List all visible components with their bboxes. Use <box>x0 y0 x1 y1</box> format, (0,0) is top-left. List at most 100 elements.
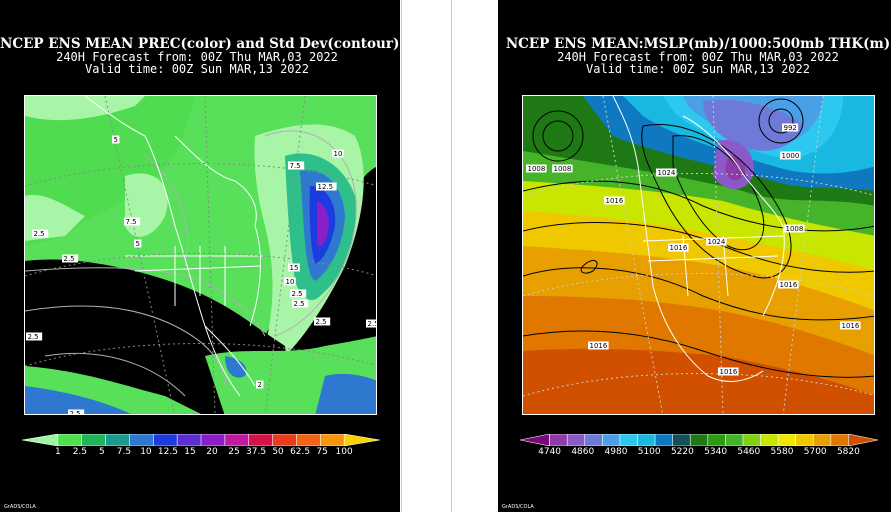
precip-colorbar-tick-label: 50 <box>272 447 284 457</box>
precip-contour-label-bg <box>292 299 309 308</box>
precip-colorbar-tick-label: 25 <box>228 447 240 457</box>
precip-colorbar-tick-label: 15 <box>184 447 196 457</box>
precip-colorbar-tick-label: 20 <box>206 447 218 457</box>
mslp-title: NCEP ENS MEAN:MSLP(mb)/1000:500mb THK(m) <box>505 36 891 52</box>
mslp-contour-label-bg <box>718 367 739 376</box>
thickness-colorbar-swatch <box>795 434 815 446</box>
precip-contour-label-bg <box>332 149 344 158</box>
thickness-colorbar-tick-label: 5100 <box>637 447 661 457</box>
mslp-contour-label-bg <box>784 224 805 233</box>
thickness-colorbar-swatch <box>689 434 709 446</box>
thickness-colorbar-tick-label: 5820 <box>836 447 860 457</box>
precip-contour-label: 2 <box>258 381 262 389</box>
thickness-colorbar-swatch <box>584 434 604 446</box>
precip-map: 10 12.5 7.5 15 10 2.5 2.5 5 7.5 2.5 5 2.5 2.5 2.5 2.5 2… <box>24 95 377 415</box>
precip-colorbar-swatch <box>152 434 178 446</box>
precip-colorbar-swatch <box>57 434 83 446</box>
precip-contour-label: 2.5 <box>70 410 81 415</box>
precip-contour-label: 2.5 <box>294 300 305 308</box>
precip-contour-label-bg <box>112 135 120 144</box>
precip-colorbar-swatch <box>22 434 59 446</box>
precip-contour-label: 2.5 <box>316 318 327 326</box>
precip-colorbar-swatch <box>200 434 226 446</box>
precip-contour-label-bg <box>314 317 331 326</box>
thickness-colorbar-swatch <box>549 434 568 446</box>
mslp-contour-label: 992 <box>784 124 797 132</box>
mslp-contour-label: 1024 <box>658 169 676 177</box>
precip-contour-label-bg <box>284 277 296 286</box>
thickness-colorbar-tick-label: 4740 <box>538 447 562 457</box>
precip-colorbar-tick-label: 75 <box>316 447 328 457</box>
mslp-contour-label: 1016 <box>842 322 860 330</box>
thickness-colorbar-swatch <box>566 434 586 446</box>
precip-contour-label: 2.5 <box>28 333 39 341</box>
mslp-valid-line: Valid time: 00Z Sun MAR,13 2022 <box>586 61 810 76</box>
thickness-colorbar-swatch <box>725 434 744 446</box>
precip-contour-label-bg <box>32 229 49 238</box>
thickness-colorbar-tick-label: 5580 <box>770 447 794 457</box>
precip-colorbar-tick-label: 12.5 <box>157 447 178 457</box>
thickness-colorbar-tick-label: 5220 <box>670 447 694 457</box>
thickness-colorbar-swatch <box>830 434 850 446</box>
precip-contour-label-bg <box>290 289 307 298</box>
mslp-contour-label: 1008 <box>528 165 546 173</box>
thickness-colorbar-swatch <box>777 434 797 446</box>
precip-colorbar-swatch <box>343 434 380 446</box>
thickness-colorbar-swatch <box>707 434 727 446</box>
precip-contour-label-bg <box>124 217 141 226</box>
mslp-contour-label-bg <box>526 164 547 173</box>
precip-colorbar-tick-label: 1 <box>54 447 61 457</box>
precip-contour-label: 5 <box>136 240 140 248</box>
precip-colorbar <box>22 434 380 446</box>
precip-colorbar-swatch <box>105 434 131 446</box>
precip-colorbar-tick-label: 37.5 <box>246 447 267 457</box>
mslp-contour-label: 1016 <box>670 244 688 252</box>
thickness-colorbar-swatch <box>637 434 656 446</box>
precip-contour-label: 12.5 <box>318 183 334 191</box>
thickness-colorbar-tick-label: 4980 <box>604 447 628 457</box>
precip-contour-label: 5 <box>114 136 118 144</box>
precip-colorbar-tick-label: 5 <box>99 447 105 457</box>
mslp-contour-label: 1000 <box>782 152 800 160</box>
mslp-panel: NCEP ENS MEAN:MSLP(mb)/1000:500mb THK(m)… <box>498 0 891 512</box>
precip-colorbar-tick-label: 100 <box>335 447 353 457</box>
precip-colorbar-swatch <box>296 434 322 446</box>
precip-contour-label-bg <box>26 332 43 341</box>
precip-colorbar-tick-label: 62.5 <box>290 447 311 457</box>
precip-valid-line: Valid time: 00Z Sun MAR,13 2022 <box>85 61 309 76</box>
precip-colorbar-tick-label: 7.5 <box>116 447 132 457</box>
precip-contour-label: 10 <box>286 278 295 286</box>
thickness-colorbar-tick-label: 4860 <box>571 447 595 457</box>
mslp-contour-label-bg <box>552 164 573 173</box>
mslp-contour-label-bg <box>588 341 609 350</box>
mslp-contour-label-bg <box>782 123 799 132</box>
precip-contour-label: 2.5 <box>34 230 45 238</box>
thickness-colorbar-tick-label: 5460 <box>737 447 761 457</box>
precip-contour-label: 7.5 <box>290 162 301 170</box>
thickness-colorbar-swatch <box>672 434 692 446</box>
thickness-colorbar-swatch <box>654 434 674 446</box>
precip-contour-label-bg <box>316 182 337 191</box>
thickness-colorbar-swatch <box>520 434 550 446</box>
precip-contour-label-bg <box>256 380 264 389</box>
precip-colorbar-labels: 1 2.5 5 7.5 10 12.5 15 20 25 37.5 50 62.5 75 100 <box>22 447 380 459</box>
precip-forecast-line: 240H Forecast from: 00Z Thu MAR,03 2022 <box>56 50 338 64</box>
mslp-contour-label: 1016 <box>720 368 738 376</box>
precip-contour-label: 2.5 <box>368 320 378 328</box>
mslp-contour-label: 1024 <box>708 238 726 246</box>
precip-contour-label-bg <box>68 409 85 414</box>
mslp-forecast-line: 240H Forecast from: 00Z Thu MAR,03 2022 <box>557 50 839 64</box>
thickness-colorbar-swatch <box>742 434 762 446</box>
thickness-colorbar-swatch <box>602 434 621 446</box>
precip-contour-label-bg <box>288 161 305 170</box>
thickness-colorbar-swatch <box>760 434 779 446</box>
mslp-contour-label-bg <box>604 196 625 205</box>
panel-divider-left <box>401 0 402 512</box>
mslp-contour-label: 1008 <box>554 165 572 173</box>
precip-contour-label: 10 <box>334 150 343 158</box>
thickness-colorbar-tick-label: 5340 <box>704 447 728 457</box>
mslp-contour-label-bg <box>840 321 861 330</box>
precip-contour-label: 2.5 <box>64 255 75 263</box>
mslp-grads-credit: GrADS/COLA <box>502 504 534 510</box>
precip-colorbar-swatch <box>319 434 345 446</box>
